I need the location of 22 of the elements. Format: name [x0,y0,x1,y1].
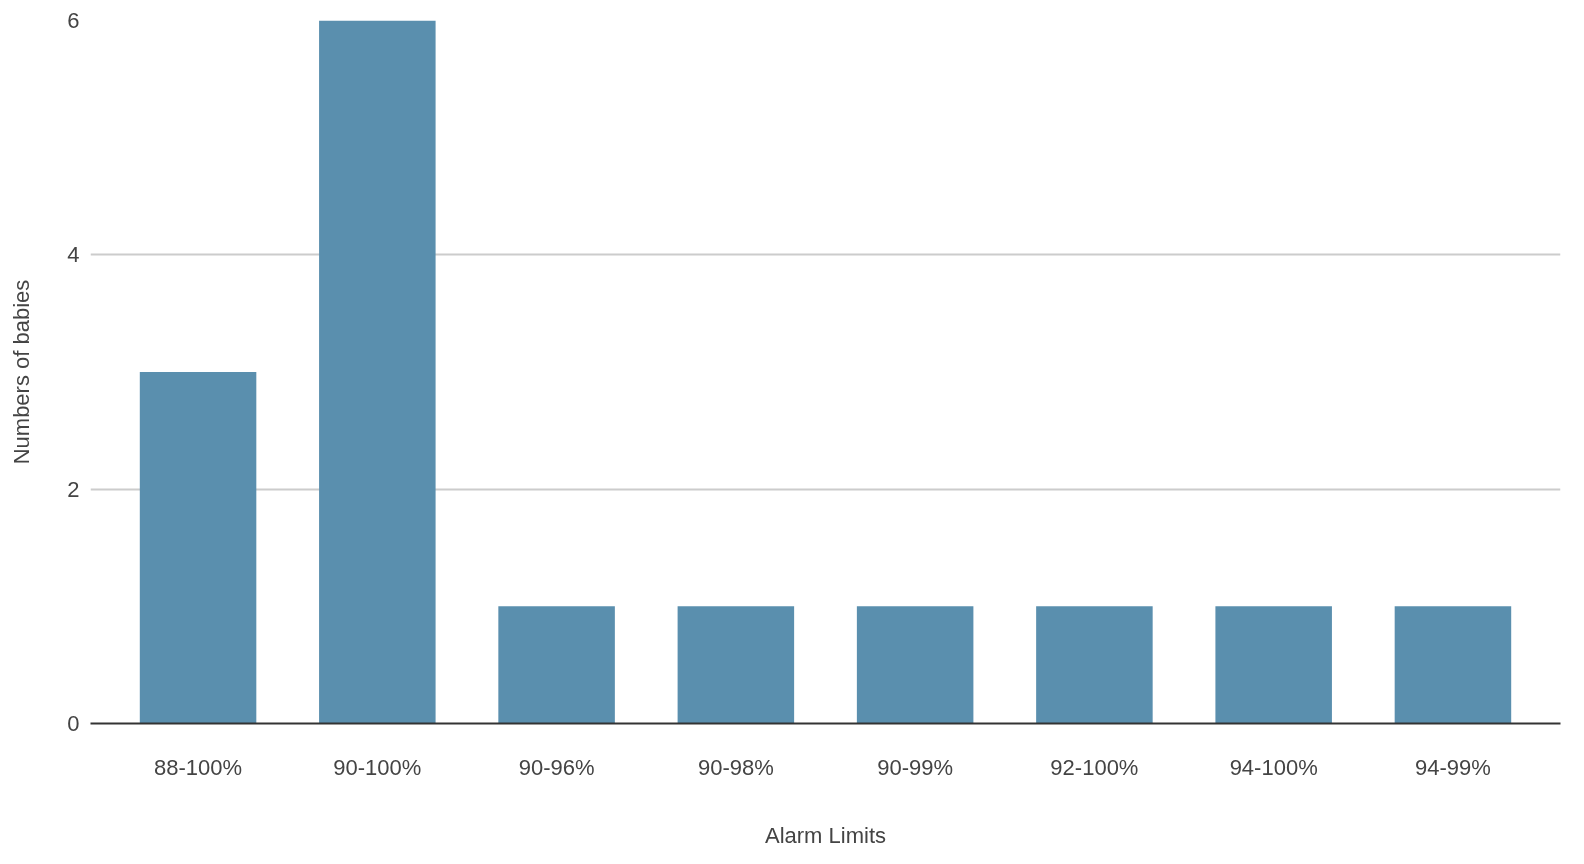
x-tick-label: 90-99% [877,754,954,780]
bar [139,372,257,724]
y-tick-label: 0 [67,711,80,736]
x-tick-label: 94-100% [1229,754,1318,780]
y-axis-title: Numbers of babies [9,279,35,465]
bar [677,606,795,724]
y-tick-label: 4 [67,242,80,268]
bar [856,606,974,724]
y-tick-label: 6 [67,8,80,33]
bar [319,20,436,724]
x-tick-label: 90-100% [333,754,422,780]
x-tick-label: 88-100% [154,754,243,780]
x-axis-title: Alarm Limits [764,822,887,848]
x-tick-label: 90-98% [697,754,774,780]
bar [1394,606,1512,724]
bar [1215,606,1332,724]
y-tick-label: 2 [67,476,80,502]
bar [1036,606,1153,724]
x-tick-label: 94-99% [1415,754,1491,780]
x-tick-label: 90-96% [518,754,595,780]
x-tick-label: 92-100% [1050,754,1139,780]
bar [498,606,615,724]
